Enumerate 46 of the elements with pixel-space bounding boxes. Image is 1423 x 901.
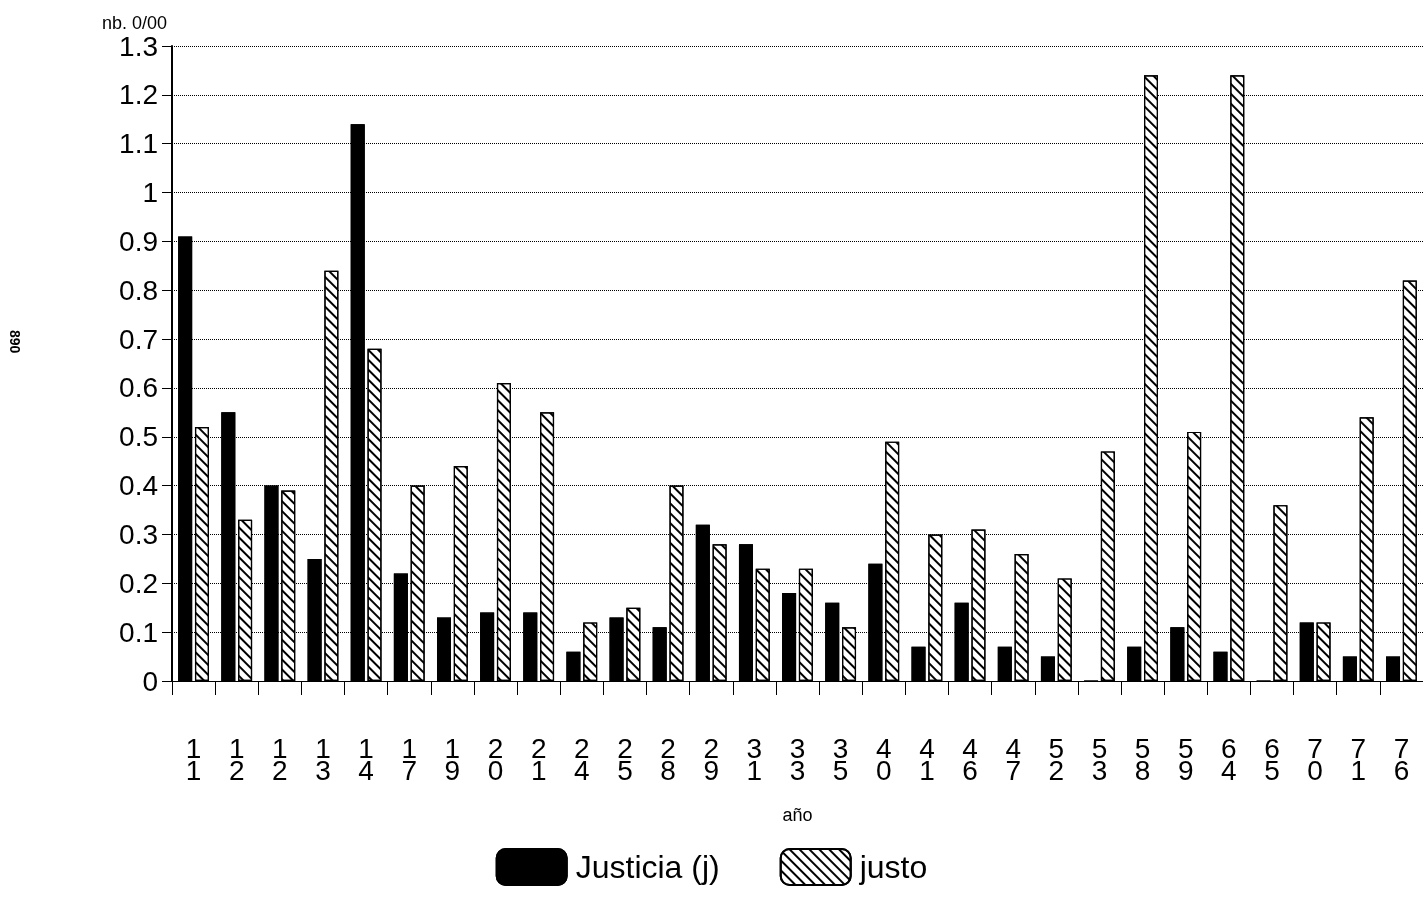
y-tick-label: 0.1 [119,616,158,648]
x-tick-label: 14 [358,732,374,786]
y-tick-label: 0.5 [119,421,158,453]
x-tick-label: 70 [1307,732,1323,786]
x-tick-label: 20 [487,732,504,786]
y-tick-label: 0.6 [119,372,158,404]
x-tick-label: 31 [746,732,763,786]
x-tick-label: 47 [1005,732,1021,786]
x-tick-label: 52 [1048,732,1065,786]
y-tick-label: 1.2 [119,79,158,111]
y-tick-label: 0.8 [119,274,158,306]
x-tick-label: 17 [401,732,418,786]
x-tick-label: 59 [1177,732,1194,786]
x-tick-label: 28 [660,732,676,786]
x-tick-label: 13 [315,732,331,786]
y-tick-label: 1.1 [119,128,158,160]
x-tick-label: 12 [272,732,288,786]
x-tick-label: 12 [228,732,245,786]
y-tick-label: 0.4 [119,470,158,502]
y-tick-label: 0.3 [119,518,158,550]
x-tick-label: 58 [1134,732,1151,786]
y-tick-label: 0 [142,665,158,697]
x-tick-label: 35 [832,732,849,786]
x-tick-label: 46 [962,732,978,786]
x-tick-label: 24 [574,732,590,786]
x-tick-label: 11 [185,732,202,786]
y-tick-label: 0.2 [119,567,158,599]
y-tick-label: 0.7 [119,323,158,355]
legend-label: justo [858,849,928,885]
x-tick-label: 41 [919,732,935,786]
x-tick-label: 64 [1221,732,1237,786]
x-tick-label: 71 [1350,732,1367,786]
y-tick-label: 1 [142,177,158,209]
text: 890 [7,330,23,354]
x-tick-label: 21 [530,732,547,786]
x-tick-label: 53 [1091,732,1108,786]
x-tick-label: 33 [789,732,806,786]
y-tick-label: 0.9 [119,225,158,257]
x-tick-label: 76 [1393,732,1410,786]
x-tick-label: 65 [1264,732,1280,786]
x-tick-label: 40 [875,732,892,786]
x-tick-label: 19 [444,732,461,786]
legend-label: Justicia (j) [575,849,720,885]
x-tick-label: 25 [617,732,633,786]
x-tick-label: 29 [703,732,720,786]
x-axis-title: año [782,805,813,825]
